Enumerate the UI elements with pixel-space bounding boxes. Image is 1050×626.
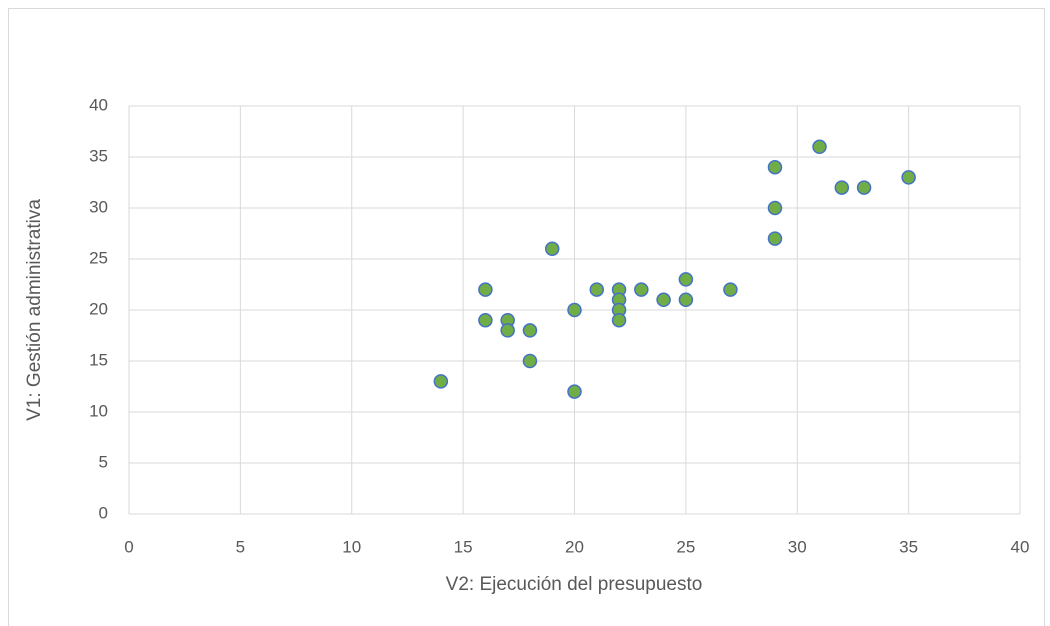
point <box>567 384 582 399</box>
y-tick-label: 40 <box>89 95 108 114</box>
point <box>678 272 694 287</box>
point <box>678 292 694 308</box>
point <box>767 231 783 246</box>
y-axis-title: V1: Gestión administrativa <box>24 199 45 421</box>
x-tick-label: 0 <box>124 537 133 556</box>
point <box>767 200 783 216</box>
point <box>812 139 827 155</box>
x-tick-label: 35 <box>899 537 918 556</box>
point <box>478 282 493 297</box>
x-tick-label: 20 <box>565 537 584 556</box>
point <box>500 323 515 338</box>
y-tick-label: 35 <box>89 146 108 165</box>
point <box>433 374 449 389</box>
y-tick-label: 25 <box>89 248 108 267</box>
point <box>656 292 671 308</box>
point <box>856 180 872 195</box>
point <box>478 312 493 328</box>
point <box>522 323 538 338</box>
point <box>589 282 605 297</box>
x-tick-label: 40 <box>1011 537 1030 556</box>
chart-frame <box>8 8 1045 626</box>
point <box>723 282 738 297</box>
y-tick-label: 20 <box>89 299 108 318</box>
x-tick-label: 10 <box>342 537 361 556</box>
point <box>767 159 783 175</box>
x-tick-label: 5 <box>236 537 245 556</box>
point <box>634 282 649 297</box>
y-tick-label: 10 <box>89 401 108 420</box>
y-tick-label: 0 <box>99 503 108 522</box>
point <box>611 312 627 328</box>
point <box>834 180 850 195</box>
y-tick-label: 30 <box>89 197 108 216</box>
y-tick-label: 15 <box>89 350 108 369</box>
point <box>522 353 538 369</box>
x-tick-label: 25 <box>676 537 695 556</box>
x-axis-title: V2: Ejecución del presupuesto <box>446 574 703 595</box>
point <box>544 241 560 257</box>
point <box>901 170 916 185</box>
x-tick-label: 15 <box>454 537 473 556</box>
x-tick-label: 30 <box>788 537 807 556</box>
point <box>567 302 582 318</box>
y-tick-label: 5 <box>99 452 108 471</box>
